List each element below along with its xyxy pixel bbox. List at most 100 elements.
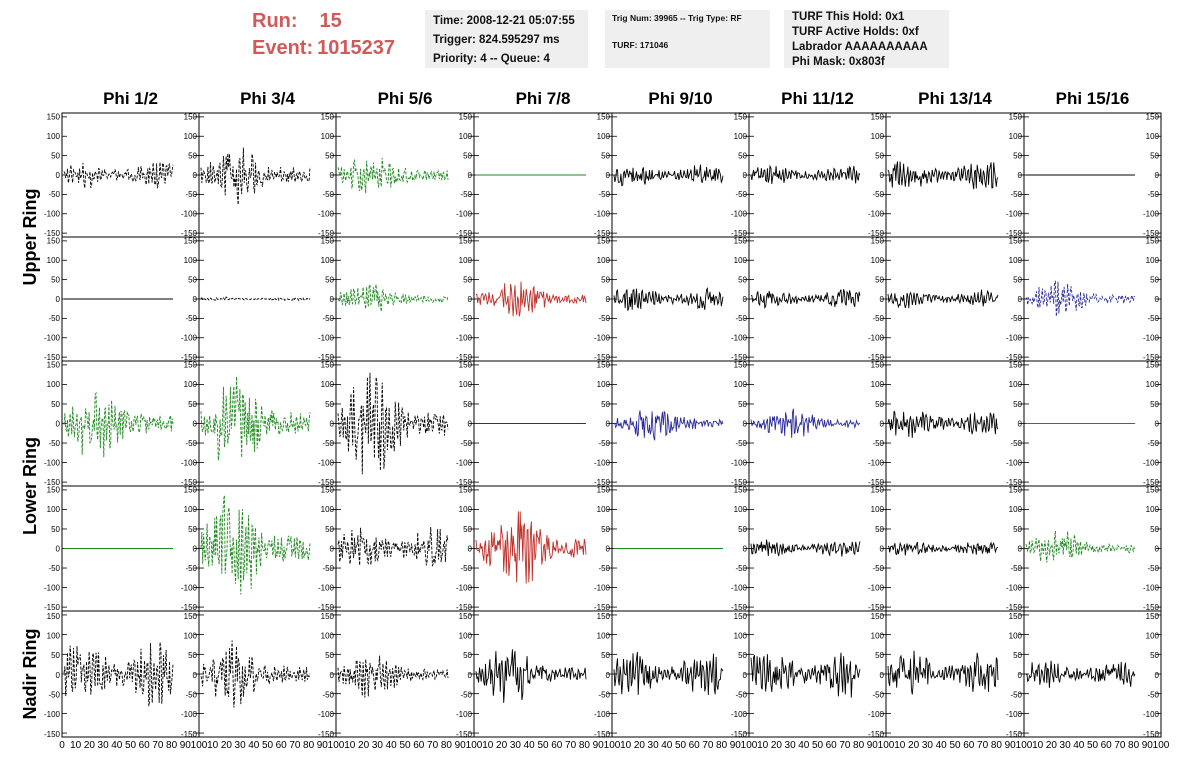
waveform-panel: 150 100 50 0 -50 -100 -150 bbox=[473, 485, 613, 612]
y-tick-label: -50 bbox=[460, 439, 472, 448]
y-tick-label: 50 bbox=[325, 400, 334, 409]
y-tick-label: -150 bbox=[1006, 730, 1023, 739]
y-tick-label: 0 bbox=[468, 295, 473, 304]
y-tick-label: 0 bbox=[56, 671, 61, 680]
y-tick-label: 150 bbox=[321, 237, 335, 246]
ring-label: Lower Ring bbox=[20, 437, 40, 535]
y-tick-label: 100 bbox=[459, 380, 473, 389]
y-tick-label: -100 bbox=[318, 334, 335, 343]
y-tick-label: -50 bbox=[872, 564, 884, 573]
waveform-panel: 150 100 50 0 -50 -100 -150 bbox=[198, 360, 337, 487]
phi-column-title: Phi 1/2 bbox=[103, 89, 158, 108]
y-tick-label: -150 bbox=[731, 478, 748, 487]
x-tick-label: 10 bbox=[757, 740, 769, 751]
x-tick-label: 20 bbox=[358, 740, 370, 751]
y-tick-label: 50 bbox=[188, 275, 197, 284]
y-tick-label: 150 bbox=[871, 486, 885, 495]
y-tick-label: 0 bbox=[606, 544, 611, 553]
y-tick-label: -50 bbox=[1010, 564, 1022, 573]
x-tick-label: 90 bbox=[730, 740, 742, 751]
waveform-trace bbox=[337, 655, 449, 698]
x-tick-label: 80 bbox=[991, 740, 1003, 751]
y-tick-label: -100 bbox=[181, 710, 198, 719]
waveform-trace bbox=[475, 511, 587, 584]
run-event-header: Run: 15 Event: 1015237 bbox=[252, 8, 395, 62]
y-tick-label: 150 bbox=[1009, 361, 1023, 370]
waveform-panel: 150 100 50 0 -50 -100 -150 bbox=[1023, 360, 1162, 487]
y-tick-label: 0 bbox=[743, 671, 748, 680]
y-tick-label: 50 bbox=[875, 400, 884, 409]
x-tick-label: 40 bbox=[524, 740, 536, 751]
y-tick-label: -150 bbox=[1143, 353, 1160, 362]
y-tick-label: -150 bbox=[1143, 229, 1160, 238]
y-tick-label: -100 bbox=[868, 458, 885, 467]
y-tick-label: 150 bbox=[734, 612, 748, 621]
y-tick-label: 150 bbox=[47, 237, 61, 246]
y-tick-label: 100 bbox=[597, 631, 611, 640]
y-tick-label: 100 bbox=[1009, 505, 1023, 514]
y-tick-label: -100 bbox=[1143, 334, 1160, 343]
y-tick-label: -150 bbox=[731, 603, 748, 612]
y-tick-label: 100 bbox=[1146, 631, 1160, 640]
waveform-panel: 150 100 50 0 -50 -100 -150 bbox=[198, 610, 337, 739]
y-tick-label: -50 bbox=[735, 564, 747, 573]
y-tick-label: 150 bbox=[321, 486, 335, 495]
waveform-panel: 150 100 50 0 -50 -100 -150 bbox=[198, 112, 337, 238]
y-tick-label: 0 bbox=[56, 171, 61, 180]
waveform-panel: 150 100 50 0 -50 -100 -150 bbox=[611, 112, 750, 238]
y-tick-label: -100 bbox=[1143, 210, 1160, 219]
y-tick-label: 0 bbox=[330, 295, 335, 304]
y-tick-label: -150 bbox=[44, 353, 61, 362]
x-tick-label: 70 bbox=[427, 740, 439, 751]
x-tick-label: 50 bbox=[399, 740, 411, 751]
waveform-trace bbox=[887, 541, 999, 556]
y-tick-label: 150 bbox=[321, 113, 335, 122]
y-tick-label: 0 bbox=[193, 544, 198, 553]
phi-mask-line: Phi Mask: 0x803f bbox=[792, 56, 885, 68]
y-tick-label: -150 bbox=[1143, 478, 1160, 487]
x-tick-label: 80 bbox=[1128, 740, 1140, 751]
y-tick-label: -150 bbox=[868, 730, 885, 739]
y-tick-label: 100 bbox=[1146, 132, 1160, 141]
y-tick-label: 100 bbox=[184, 380, 198, 389]
waveform-trace bbox=[750, 289, 861, 310]
y-tick-label: 0 bbox=[330, 671, 335, 680]
y-tick-label: 0 bbox=[880, 419, 885, 428]
y-tick-label: -100 bbox=[731, 334, 748, 343]
x-tick-label: 40 bbox=[798, 740, 810, 751]
y-tick-label: -50 bbox=[185, 439, 197, 448]
y-tick-label: 0 bbox=[56, 419, 61, 428]
y-tick-label: -150 bbox=[731, 353, 748, 362]
y-tick-label: 100 bbox=[459, 505, 473, 514]
y-tick-label: 50 bbox=[325, 151, 334, 160]
x-tick-label: 80 bbox=[853, 740, 865, 751]
y-tick-label: 0 bbox=[468, 419, 473, 428]
y-tick-label: 150 bbox=[871, 237, 885, 246]
y-tick-label: -100 bbox=[181, 583, 198, 592]
phi-column-title: Phi 3/4 bbox=[240, 89, 295, 108]
panel-frame bbox=[335, 485, 475, 612]
x-tick-label: 90 bbox=[1005, 740, 1017, 751]
y-tick-label: -150 bbox=[731, 229, 748, 238]
run-label: Run: bbox=[252, 10, 298, 32]
y-tick-label: -50 bbox=[598, 314, 610, 323]
x-tick-label: 30 bbox=[785, 740, 797, 751]
x-tick-label: 40 bbox=[386, 740, 398, 751]
y-tick-label: -150 bbox=[456, 478, 473, 487]
x-tick-label: 70 bbox=[839, 740, 851, 751]
y-tick-label: -50 bbox=[460, 190, 472, 199]
waveform-trace bbox=[337, 372, 449, 475]
waveform-panel: 150 150 100 100 50 50 0 0 -50 -50 -100 -100 -150 -150 bbox=[44, 485, 200, 612]
y-tick-label: -150 bbox=[868, 603, 885, 612]
y-tick-label: 100 bbox=[47, 505, 61, 514]
y-tick-label: 150 bbox=[47, 113, 61, 122]
y-tick-label: 50 bbox=[1150, 151, 1159, 160]
waveform-trace bbox=[475, 649, 587, 703]
y-tick-label: 100 bbox=[184, 256, 198, 265]
y-tick-label: 0 bbox=[330, 171, 335, 180]
y-tick-label: 100 bbox=[734, 256, 748, 265]
y-tick-label: 150 bbox=[597, 361, 611, 370]
y-tick-label: -150 bbox=[181, 603, 198, 612]
event-row: Event: 1015237 bbox=[252, 35, 395, 62]
y-tick-label: 100 bbox=[1146, 380, 1160, 389]
